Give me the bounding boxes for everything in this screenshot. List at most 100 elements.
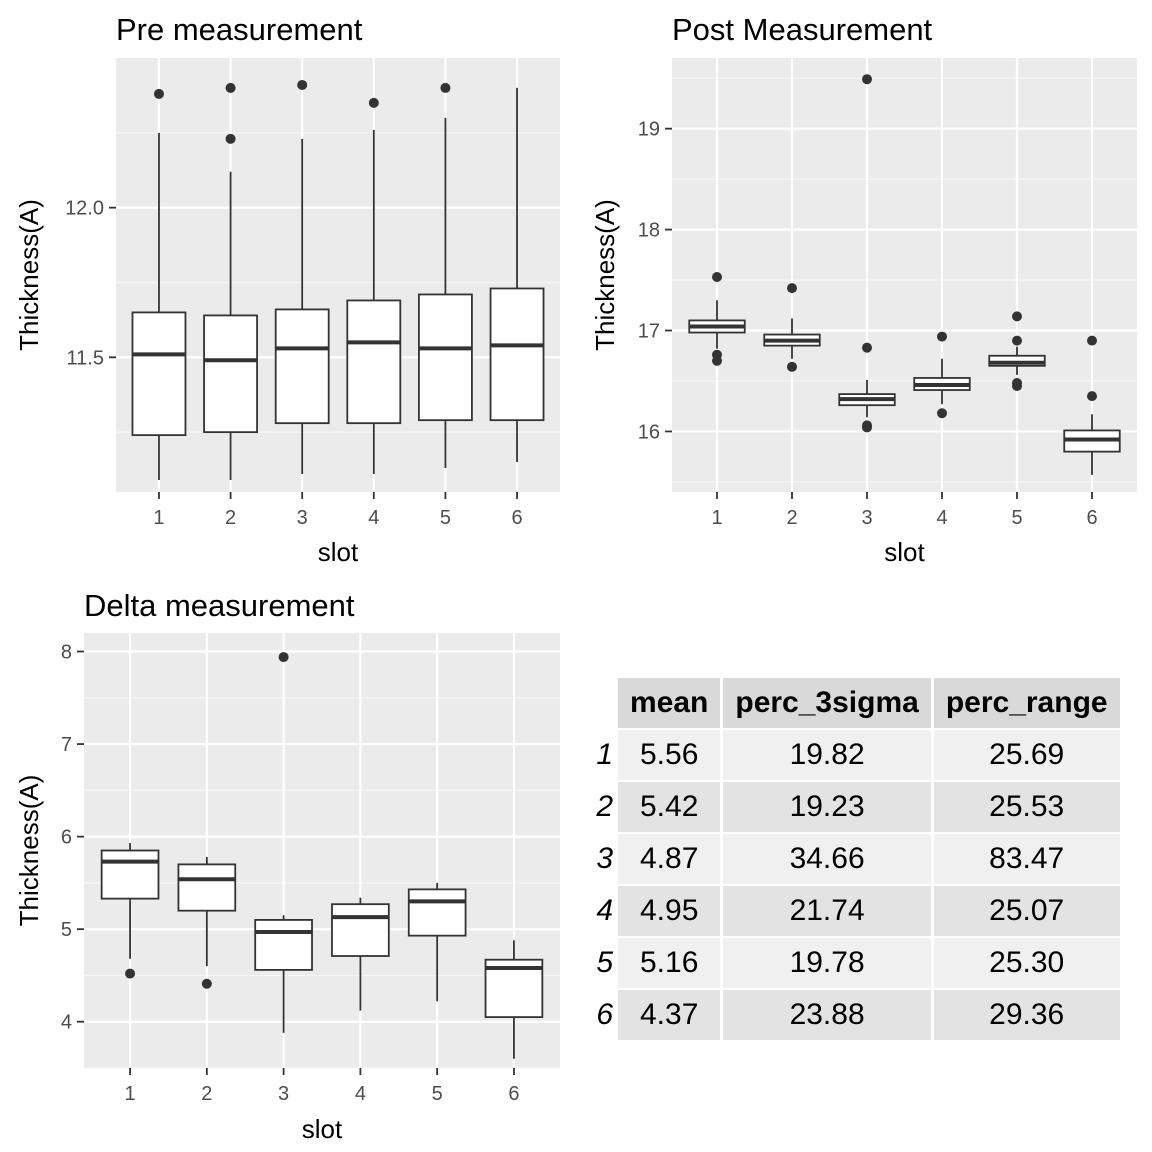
panel-title: Post Measurement: [672, 12, 933, 47]
outlier-point: [125, 968, 136, 979]
y-tick-label: 6: [61, 827, 72, 849]
table-cell-perc-3sigma: 23.88: [723, 990, 931, 1040]
y-tick-label: 16: [638, 421, 660, 443]
outlier-point: [153, 88, 164, 99]
table-row-label: 1: [596, 738, 613, 771]
iqr-box: [274, 308, 330, 425]
table-cell-perc-3sigma: 19.78: [723, 938, 931, 988]
table-header-mean: mean: [618, 678, 721, 728]
x-tick-label: 3: [297, 507, 308, 529]
table-cell-perc-range: 83.47: [933, 834, 1120, 884]
x-tick-label: 6: [1086, 507, 1097, 529]
table-row-label: 6: [596, 998, 613, 1031]
table-corner-cell: [591, 678, 615, 728]
x-tick-label: 4: [355, 1083, 366, 1105]
table-row-label: 3: [596, 842, 613, 875]
table-header-perc-range: perc_range: [933, 678, 1120, 728]
table-row: 3 4.87 34.66 83.47: [591, 834, 1120, 884]
y-axis-label: Thickness(A): [590, 199, 620, 351]
table-cell-perc-3sigma: 21.74: [723, 886, 931, 936]
panel-background: [672, 58, 1137, 492]
y-axis-label: Thickness(A): [14, 199, 44, 351]
outlier-point: [1087, 391, 1097, 402]
table-cell-mean: 4.95: [618, 886, 721, 936]
outlier-point: [862, 422, 872, 433]
table-row: 5 5.16 19.78 25.30: [591, 938, 1120, 988]
iqr-box: [203, 314, 258, 434]
table-row: 6 4.37 23.88 29.36: [591, 990, 1120, 1040]
x-tick-label: 5: [1011, 507, 1022, 529]
x-tick-label: 4: [368, 507, 379, 529]
x-tick-label: 2: [786, 507, 797, 529]
iqr-box: [254, 919, 313, 971]
x-axis-label: slot: [884, 537, 925, 567]
panel-background: [116, 58, 560, 492]
statistics-table: mean perc_3sigma perc_range 1 5.56 19.82…: [588, 676, 1123, 1042]
x-tick-label: 3: [861, 507, 872, 529]
table-cell-perc-3sigma: 19.82: [723, 730, 931, 780]
outlier-point: [440, 82, 451, 93]
iqr-box: [177, 863, 237, 912]
table-row-label: 5: [596, 946, 613, 979]
y-tick-label: 12.0: [65, 198, 104, 220]
x-tick-label: 1: [711, 507, 722, 529]
y-tick-label: 18: [638, 220, 660, 242]
outlier-point: [278, 652, 289, 663]
y-tick-label: 11.5: [67, 347, 104, 369]
outlier-point: [787, 361, 797, 372]
panel-title: Pre measurement: [116, 12, 363, 47]
iqr-box: [418, 293, 473, 422]
table-row: 1 5.56 19.82 25.69: [591, 730, 1120, 780]
table-row: 4 4.95 21.74 25.07: [591, 886, 1120, 936]
outlier-point: [368, 97, 379, 108]
iqr-box: [131, 311, 187, 437]
panel-title: Delta measurement: [84, 588, 355, 623]
table-cell-perc-range: 25.53: [933, 782, 1120, 832]
outlier-point: [225, 133, 236, 144]
outlier-point: [787, 283, 797, 294]
outlier-point: [712, 272, 722, 283]
outlier-point: [297, 79, 308, 90]
x-tick-label: 1: [153, 507, 164, 529]
iqr-box: [100, 849, 160, 900]
x-tick-label: 5: [440, 507, 451, 529]
y-tick-label: 19: [638, 119, 660, 141]
outlier-point: [1012, 335, 1022, 346]
x-tick-label: 2: [225, 507, 236, 529]
x-axis-label: slot: [302, 1114, 343, 1144]
outlier-point: [1087, 335, 1097, 346]
outlier-point: [1012, 311, 1022, 322]
table-row-label: 2: [596, 790, 613, 823]
y-tick-label: 17: [638, 321, 660, 343]
outlier-point: [712, 355, 722, 366]
table-cell-mean: 4.37: [618, 990, 721, 1040]
y-axis-label: Thickness(A): [14, 775, 44, 927]
table-header-row: mean perc_3sigma perc_range: [591, 678, 1120, 728]
table-cell-perc-range: 25.30: [933, 938, 1120, 988]
outlier-point: [862, 342, 872, 353]
table-cell-mean: 5.16: [618, 938, 721, 988]
x-tick-label: 5: [432, 1083, 443, 1105]
y-tick-label: 5: [61, 919, 72, 941]
table-header-perc-3sigma: perc_3sigma: [723, 678, 931, 728]
x-axis-label: slot: [318, 537, 359, 567]
table-row-label: 4: [596, 894, 613, 927]
iqr-box: [331, 903, 390, 957]
table-cell-perc-range: 25.69: [933, 730, 1120, 780]
outlier-point: [201, 978, 212, 989]
outlier-point: [937, 408, 947, 419]
iqr-box: [489, 287, 545, 422]
x-tick-label: 3: [278, 1083, 289, 1105]
outlier-point: [862, 74, 872, 85]
y-tick-label: 4: [61, 1012, 72, 1034]
iqr-box: [346, 299, 402, 425]
table-cell-mean: 4.87: [618, 834, 721, 884]
iqr-box: [988, 354, 1046, 367]
table-cell-perc-range: 29.36: [933, 990, 1120, 1040]
outlier-point: [1012, 381, 1022, 392]
x-tick-label: 6: [508, 1083, 519, 1105]
x-tick-label: 6: [511, 507, 522, 529]
outlier-point: [937, 331, 947, 342]
table-cell-mean: 5.42: [618, 782, 721, 832]
